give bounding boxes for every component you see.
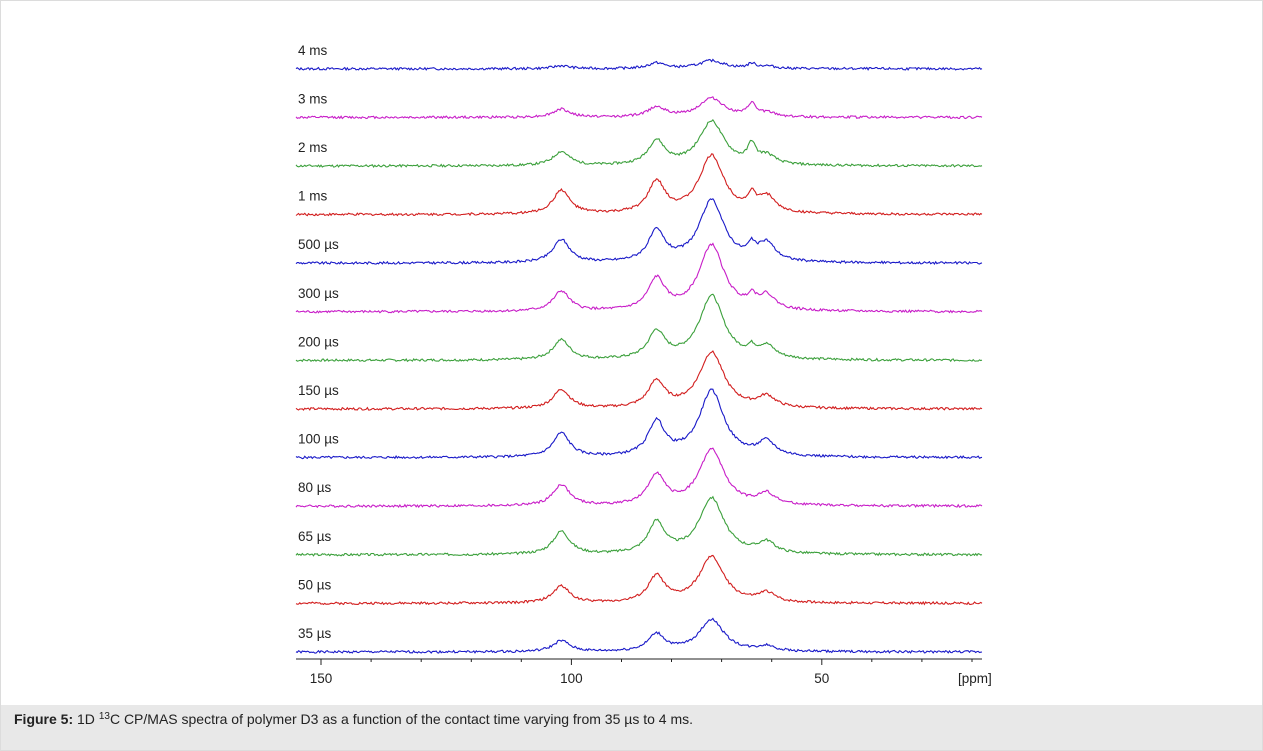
spectrum-label: 65 µs [298, 529, 332, 544]
x-axis-ticks: 150 100 50 [310, 659, 973, 686]
spectrum-line-2-ms [295, 119, 983, 169]
spectrum-line-300-us [295, 242, 983, 314]
spectrum-label: 2 ms [298, 140, 328, 155]
spectrum-label: 80 µs [298, 480, 332, 495]
spectrum-label: 300 µs [298, 286, 339, 301]
caption-text-post: C CP/MAS spectra of polymer D3 as a func… [109, 711, 694, 727]
spectrum-line-3-ms [295, 96, 983, 120]
caption-text-pre: 1D [73, 711, 99, 727]
caption-label: Figure 5: [14, 711, 74, 727]
spectrum-label: 4 ms [298, 43, 328, 58]
spectrum-line-35-us [295, 617, 983, 654]
spectra-layer: 4 ms 3 ms 2 ms 1 ms 500 µs 300 µs 200 µs 150 µs… [295, 43, 983, 654]
spectrum-line-200-us [295, 293, 983, 363]
spectrum-label: 500 µs [298, 237, 339, 252]
spectrum-line-1-ms [295, 153, 983, 217]
spectrum-line-150-us [295, 350, 983, 411]
x-tick-label: 50 [814, 671, 829, 686]
spectrum-label: 200 µs [298, 334, 339, 349]
spectrum-label: 100 µs [298, 432, 339, 447]
spectrum-label: 1 ms [298, 189, 328, 204]
spectrum-line-4-ms [295, 58, 983, 72]
figure-caption: Figure 5: 1D 13C CP/MAS spectra of polym… [14, 711, 693, 727]
x-tick-label: 150 [310, 671, 333, 686]
spectrum-label: 35 µs [298, 626, 332, 641]
x-axis: 150 100 50 [ppm] [296, 658, 992, 686]
nmr-stacked-plot: 4 ms 3 ms 2 ms 1 ms 500 µs 300 µs 200 µs 150 µs… [295, 43, 992, 686]
spectrum-line-50-us [295, 554, 983, 606]
spectrum-label: 50 µs [298, 577, 332, 592]
x-tick-label: 100 [560, 671, 583, 686]
spectrum-line-65-us [295, 495, 983, 557]
spectrum-line-100-us [295, 388, 983, 460]
caption-bar [1, 705, 1262, 750]
caption-superscript: 13 [98, 711, 110, 722]
x-axis-unit-label: [ppm] [958, 671, 992, 686]
spectrum-label: 3 ms [298, 91, 328, 106]
spectrum-label: 150 µs [298, 383, 339, 398]
spectrum-line-80-us [295, 447, 983, 509]
spectrum-line-500-us [295, 198, 983, 266]
